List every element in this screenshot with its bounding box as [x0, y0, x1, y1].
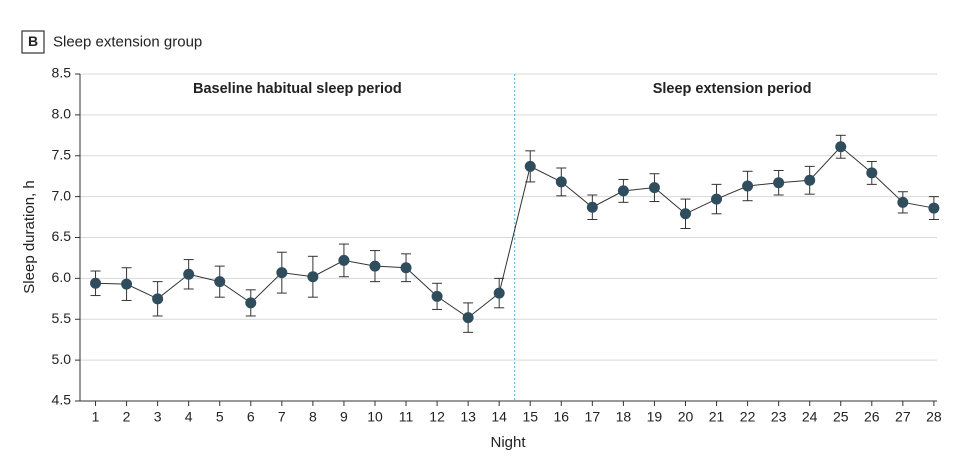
y-tick-label: 7.5: [52, 146, 72, 162]
data-point: [835, 141, 847, 153]
x-tick-label: 17: [585, 409, 601, 425]
data-point: [338, 254, 350, 266]
x-tick-label: 27: [895, 409, 911, 425]
data-point: [648, 182, 660, 194]
data-point: [711, 193, 723, 205]
x-tick-label: 7: [278, 409, 286, 425]
data-point: [183, 268, 195, 280]
x-tick-label: 24: [802, 409, 818, 425]
x-tick-label: 1: [92, 409, 100, 425]
x-tick-label: 21: [709, 409, 725, 425]
period-label: Baseline habitual sleep period: [193, 81, 402, 97]
x-tick-label: 8: [309, 409, 317, 425]
x-tick-label: 23: [771, 409, 787, 425]
data-point: [214, 276, 226, 288]
y-tick-label: 8.5: [52, 65, 72, 81]
y-tick-label: 4.5: [52, 392, 72, 408]
x-tick-label: 28: [926, 409, 942, 425]
y-tick-label: 7.0: [52, 187, 72, 203]
x-tick-label: 4: [185, 409, 193, 425]
data-point: [555, 176, 567, 188]
x-tick-label: 10: [367, 409, 383, 425]
x-tick-label: 20: [678, 409, 694, 425]
x-tick-label: 15: [522, 409, 538, 425]
x-tick-label: 19: [647, 409, 663, 425]
data-point: [897, 196, 909, 208]
data-point: [586, 201, 598, 213]
x-tick-label: 5: [216, 409, 224, 425]
x-axis-label: Night: [490, 434, 526, 451]
data-point: [245, 297, 257, 309]
x-tick-label: 11: [399, 409, 414, 425]
y-axis-label: Sleep duration, h: [21, 180, 38, 293]
data-point: [866, 167, 878, 179]
x-tick-label: 13: [460, 409, 476, 425]
data-point: [431, 290, 443, 302]
data-point: [679, 208, 691, 220]
data-point: [493, 287, 505, 299]
data-point: [617, 185, 629, 197]
data-point: [121, 278, 133, 290]
series-line: [95, 146, 934, 319]
y-tick-label: 5.0: [52, 351, 72, 367]
y-tick-label: 6.5: [52, 228, 72, 244]
data-point: [152, 293, 164, 305]
x-tick-label: 3: [154, 409, 162, 425]
x-tick-label: 9: [340, 409, 348, 425]
panel-label-box: [21, 30, 45, 54]
y-tick-label: 6.0: [52, 269, 72, 285]
data-point: [369, 260, 381, 272]
y-tick-label: 8.0: [52, 106, 72, 122]
y-tick-label: 5.5: [52, 310, 72, 326]
data-point: [307, 271, 319, 283]
data-point: [276, 267, 288, 279]
data-point: [928, 202, 940, 214]
data-point: [804, 174, 816, 186]
data-point: [742, 180, 754, 192]
data-point: [400, 262, 412, 274]
data-point: [90, 277, 102, 289]
period-label: Sleep extension period: [653, 81, 812, 97]
x-tick-label: 25: [833, 409, 849, 425]
x-tick-label: 12: [429, 409, 445, 425]
x-tick-label: 6: [247, 409, 255, 425]
chart-title: Sleep extension group: [53, 33, 202, 50]
data-point: [524, 160, 536, 172]
data-point: [773, 177, 785, 189]
x-tick-label: 26: [864, 409, 880, 425]
data-point: [462, 312, 474, 324]
x-tick-label: 22: [740, 409, 756, 425]
x-tick-label: 16: [553, 409, 569, 425]
panel-label: B: [28, 33, 38, 49]
x-tick-label: 18: [616, 409, 632, 425]
x-tick-label: 14: [491, 409, 507, 425]
x-tick-label: 2: [123, 409, 131, 425]
